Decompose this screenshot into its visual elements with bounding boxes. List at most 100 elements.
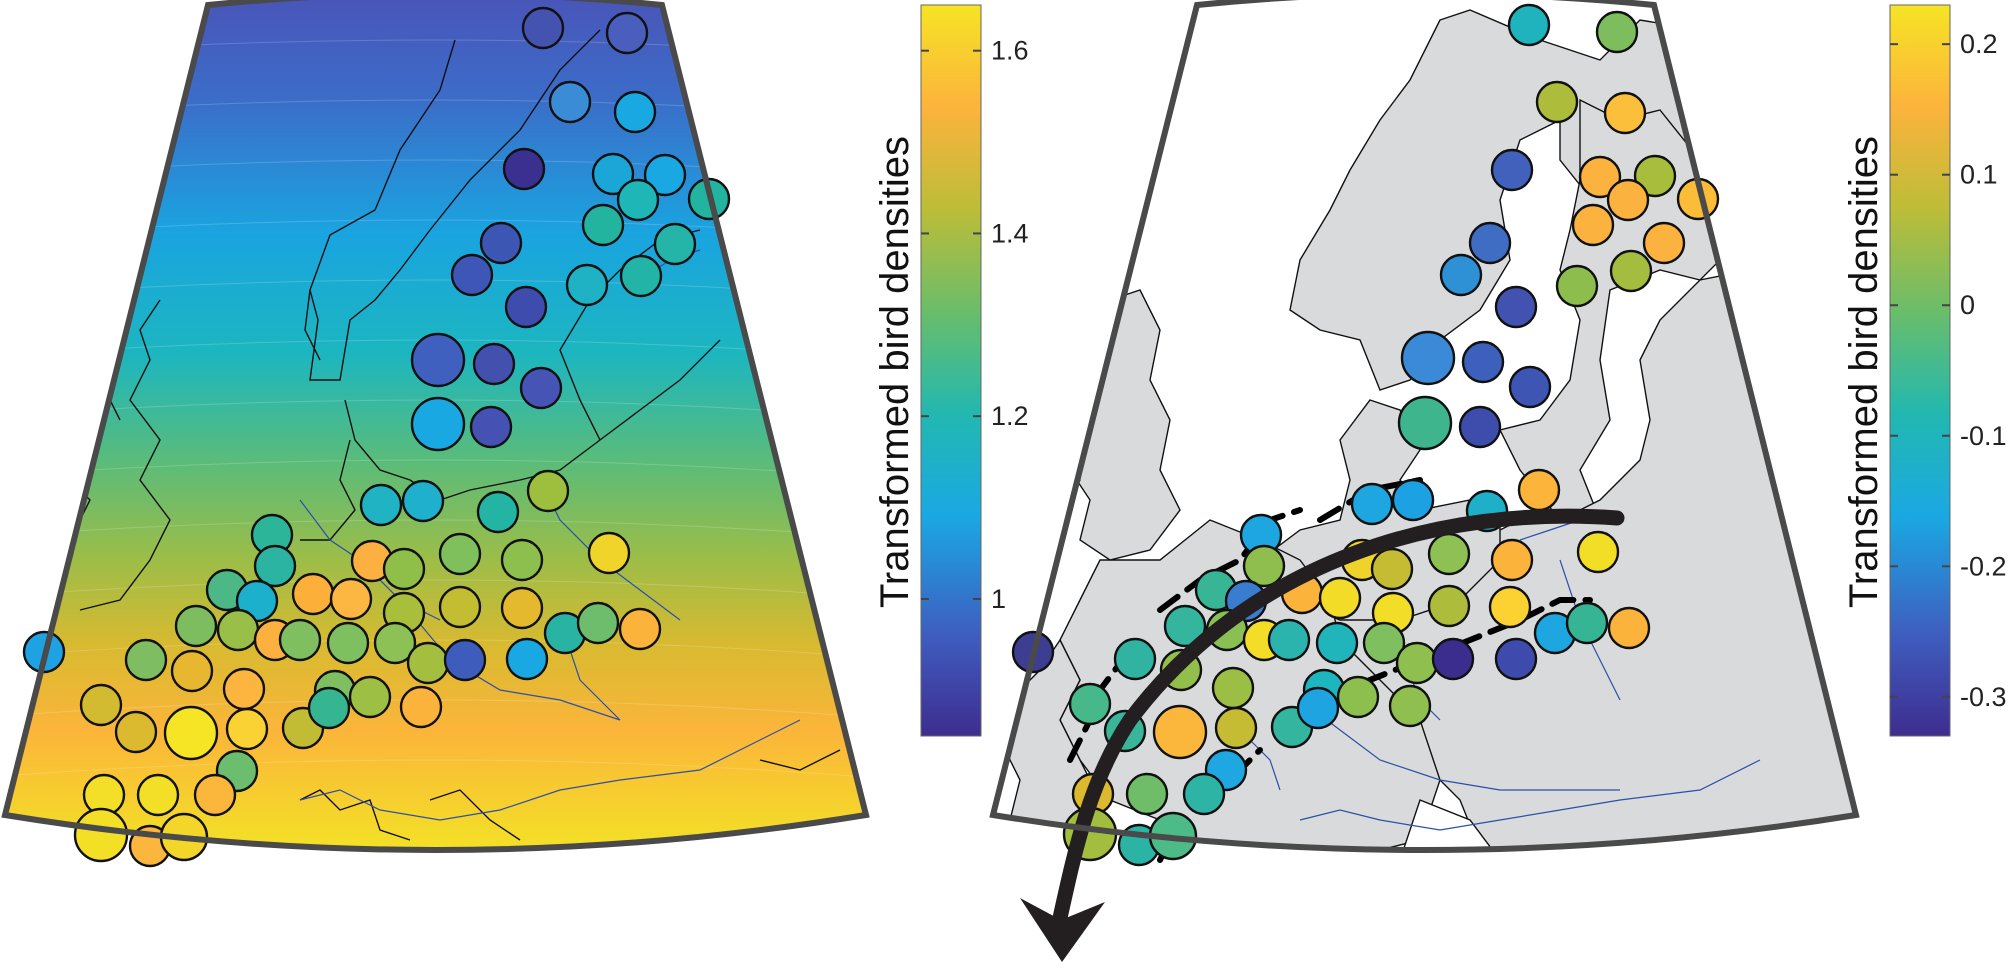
site-marker bbox=[613, 90, 657, 134]
left-colorbar-bar bbox=[920, 4, 982, 737]
site-marker bbox=[225, 707, 269, 751]
site-marker bbox=[1113, 637, 1157, 681]
site-marker bbox=[329, 577, 373, 621]
colorbar-tick-label: 1.6 bbox=[991, 36, 1029, 66]
site-marker bbox=[618, 607, 662, 651]
site-marker bbox=[291, 572, 335, 616]
site-marker bbox=[1431, 637, 1475, 681]
site-marker bbox=[1490, 148, 1534, 192]
site-marker bbox=[469, 405, 513, 449]
site-marker bbox=[443, 638, 487, 682]
site-marker bbox=[1507, 3, 1551, 47]
site-marker bbox=[1350, 482, 1394, 526]
site-marker bbox=[1397, 395, 1453, 451]
colorbar-tick-label: 0.2 bbox=[1960, 29, 1998, 59]
site-marker bbox=[253, 544, 297, 588]
left-colorbar-label: Transformed bird densities bbox=[873, 136, 917, 608]
site-marker bbox=[410, 332, 466, 388]
site-marker bbox=[591, 152, 635, 196]
site-marker bbox=[616, 178, 660, 222]
site-marker bbox=[504, 285, 548, 329]
site-marker bbox=[438, 532, 482, 576]
site-marker bbox=[1427, 532, 1471, 576]
site-marker bbox=[1211, 666, 1255, 710]
right-colorbar-ticks: 0.2 0.1 0 -0.1 -0.2 -0.3 bbox=[1890, 29, 2007, 712]
site-marker bbox=[576, 601, 620, 645]
site-marker bbox=[401, 479, 445, 523]
site-marker bbox=[1603, 91, 1647, 135]
site-marker bbox=[1427, 584, 1471, 628]
site-marker bbox=[519, 366, 563, 410]
site-marker bbox=[170, 649, 214, 693]
right-map-panel bbox=[989, 0, 1860, 962]
site-marker bbox=[500, 586, 544, 630]
site-marker bbox=[1461, 340, 1505, 384]
left-sites bbox=[22, 6, 731, 868]
colorbar-tick-label: -0.3 bbox=[1960, 682, 2007, 712]
site-marker bbox=[1488, 585, 1532, 629]
site-marker bbox=[1214, 706, 1258, 750]
site-marker bbox=[1068, 682, 1112, 726]
site-marker bbox=[373, 621, 417, 665]
site-marker bbox=[1318, 576, 1362, 620]
site-marker bbox=[643, 153, 687, 197]
site-marker bbox=[587, 531, 631, 575]
site-marker bbox=[1163, 604, 1207, 648]
site-marker bbox=[500, 538, 544, 582]
site-marker bbox=[472, 342, 516, 386]
site-marker bbox=[1242, 544, 1286, 588]
site-marker bbox=[73, 807, 129, 863]
site-marker bbox=[619, 254, 663, 298]
site-marker bbox=[307, 686, 351, 730]
site-marker bbox=[605, 11, 649, 55]
site-marker bbox=[216, 608, 260, 652]
right-sites bbox=[1011, 3, 1720, 867]
site-marker bbox=[1606, 178, 1650, 222]
site-marker bbox=[505, 637, 549, 681]
site-marker bbox=[479, 221, 523, 265]
site-marker bbox=[1607, 606, 1651, 650]
site-marker bbox=[1267, 618, 1311, 662]
right-colorbar: 0.2 0.1 0 -0.1 -0.2 -0.3 Transformed bird den… bbox=[1842, 4, 2007, 737]
site-marker bbox=[1182, 772, 1226, 816]
site-marker bbox=[438, 585, 482, 629]
site-marker bbox=[1609, 249, 1653, 293]
migration-direction-arrow bbox=[1052, 508, 1625, 926]
migration-arrow-head bbox=[1020, 898, 1105, 962]
site-marker bbox=[1633, 154, 1677, 198]
site-marker bbox=[502, 147, 546, 191]
left-colorbar-ticks: 1.6 1.4 1.2 1 bbox=[921, 36, 1029, 614]
site-marker bbox=[1370, 547, 1414, 591]
site-marker bbox=[1391, 478, 1435, 522]
site-marker bbox=[326, 621, 370, 665]
site-marker bbox=[1395, 641, 1439, 685]
site-marker bbox=[1578, 155, 1622, 199]
colorbar-tick-label: 0.1 bbox=[1960, 160, 1998, 190]
site-marker bbox=[359, 483, 403, 527]
colorbar-tick-label: -0.1 bbox=[1960, 421, 2007, 451]
site-marker bbox=[1508, 365, 1552, 409]
site-marker bbox=[1494, 285, 1538, 329]
colorbar-tick-label: 1 bbox=[991, 584, 1006, 614]
site-marker bbox=[1315, 621, 1359, 665]
site-marker bbox=[1595, 10, 1639, 54]
colorbar-tick-label: -0.2 bbox=[1960, 551, 2007, 581]
site-marker bbox=[1565, 601, 1609, 645]
site-marker bbox=[1490, 538, 1534, 582]
site-marker bbox=[136, 773, 180, 817]
site-marker bbox=[1494, 637, 1538, 681]
site-marker bbox=[114, 710, 158, 754]
site-marker bbox=[526, 469, 570, 513]
right-map-frame bbox=[989, 0, 1860, 853]
colorbar-tick-label: 1.2 bbox=[991, 401, 1029, 431]
site-marker bbox=[548, 80, 592, 124]
site-marker bbox=[1576, 530, 1620, 574]
site-marker bbox=[1642, 221, 1686, 265]
site-marker bbox=[1555, 264, 1599, 308]
site-marker bbox=[1388, 684, 1432, 728]
site-marker bbox=[1336, 675, 1380, 719]
site-marker bbox=[399, 685, 443, 729]
site-marker bbox=[124, 638, 168, 682]
left-colorbar: 1.6 1.4 1.2 1 Transformed bird densities bbox=[873, 4, 1029, 737]
site-marker bbox=[348, 675, 392, 719]
